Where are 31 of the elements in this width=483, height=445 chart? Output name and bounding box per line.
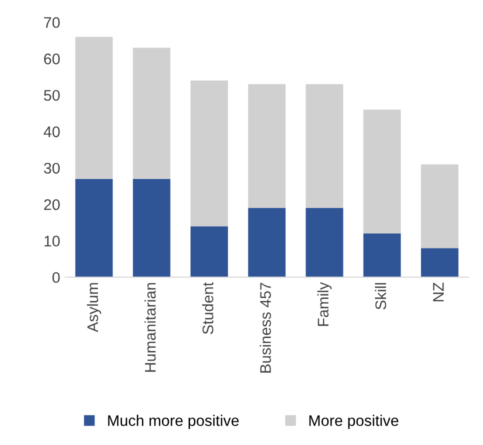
bar <box>306 208 344 278</box>
bar <box>190 80 228 226</box>
x-tick-label: Business 457 <box>260 282 271 373</box>
bar <box>132 48 170 179</box>
bar <box>248 84 286 208</box>
x-tick-label: NZ <box>433 282 444 302</box>
y-tick-label: 0 <box>52 272 60 283</box>
y-tick-label: 40 <box>44 126 60 138</box>
bar <box>363 110 401 234</box>
x-tick-label: Family <box>317 282 332 326</box>
bar <box>190 226 228 278</box>
legend-label: More positive <box>309 414 398 430</box>
x-tick-label: Asylum <box>86 283 102 332</box>
y-tick-label: 10 <box>44 236 60 246</box>
y-tick-label: 20 <box>44 199 60 210</box>
bar <box>363 234 401 278</box>
y-tick-label: 50 <box>44 90 60 101</box>
bar <box>132 178 170 278</box>
x-tick-label: Humanitarian <box>144 283 156 372</box>
y-tick-label: 60 <box>44 54 60 64</box>
x-tick-label: Skill <box>374 283 386 310</box>
y-tick-label: 70 <box>44 17 60 28</box>
bar <box>306 84 344 208</box>
legend-label: Much more positive <box>108 414 239 430</box>
bar <box>248 208 286 278</box>
bar <box>420 248 458 278</box>
y-tick-label: 30 <box>44 162 60 174</box>
bar <box>75 36 113 179</box>
bar <box>420 164 458 248</box>
x-tick-label: Student <box>202 282 214 334</box>
bar <box>75 178 113 278</box>
